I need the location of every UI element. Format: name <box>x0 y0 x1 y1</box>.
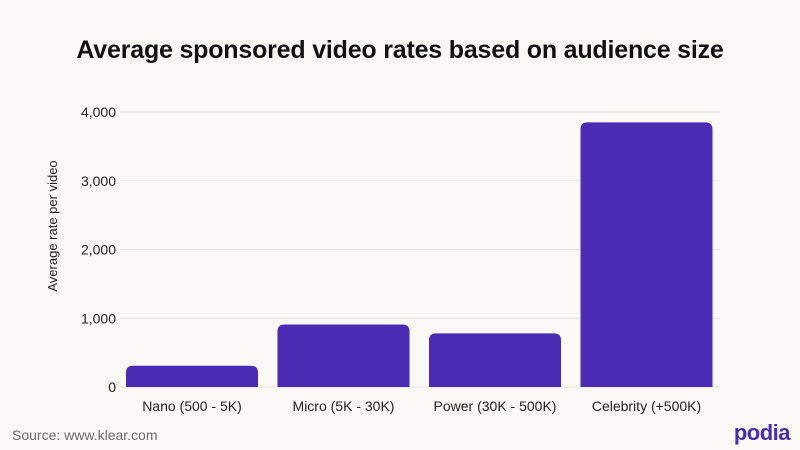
y-axis-label: Average rate per video <box>45 160 60 291</box>
x-axis-labels: Nano (500 - 5K) Micro (5K - 30K) Power (30… <box>142 398 701 414</box>
bar-4 <box>580 122 713 387</box>
y-tick-label: 1,000 <box>81 310 116 326</box>
x-category-label: Micro (5K - 30K) <box>293 398 395 414</box>
y-axis-ticks: 0 1,000 2,000 3,000 4,000 <box>81 104 116 395</box>
x-category-label: Nano (500 - 5K) <box>142 398 242 414</box>
bar-3 <box>429 333 561 387</box>
source-note: Source: www.klear.com <box>12 427 158 443</box>
y-tick-label: 3,000 <box>81 173 116 189</box>
y-tick-label: 4,000 <box>81 104 116 120</box>
bars <box>126 122 713 387</box>
chart-title: Average sponsored video rates based on a… <box>76 36 724 64</box>
brand-logo: podia <box>733 420 791 445</box>
x-category-label: Celebrity (+500K) <box>592 398 701 414</box>
bar-2 <box>277 324 410 387</box>
y-tick-label: 0 <box>108 379 116 395</box>
y-tick-label: 2,000 <box>81 242 116 258</box>
bar-1 <box>126 365 258 387</box>
x-category-label: Power (30K - 500K) <box>434 398 557 414</box>
